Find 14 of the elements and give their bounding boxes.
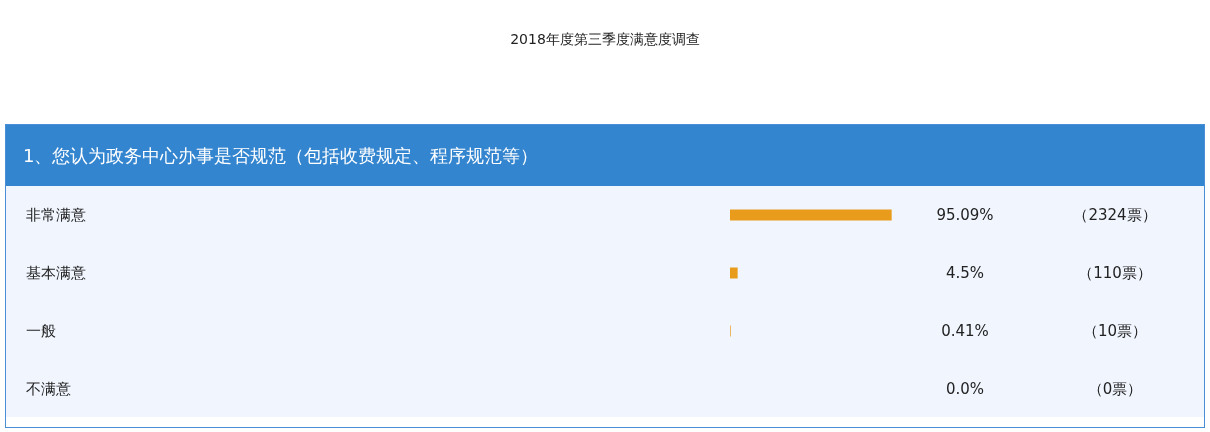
text: 1、您认为政务中心办事是否规范（包括收费规定、程序规范等）: [23, 145, 539, 167]
text: （110票）: [1078, 264, 1152, 282]
y-tick-label: 非常满意: [26, 206, 86, 224]
text: 2018年度第三季度满意度调查: [509, 30, 701, 48]
data-label: 95.09%: [936, 206, 994, 224]
data-label: 4.5%: [945, 264, 985, 282]
text: （10票）: [1082, 322, 1148, 340]
text: （0票）: [1087, 380, 1143, 398]
y-tick-label: 基本满意: [26, 264, 86, 282]
data-label: 0.0%: [945, 380, 985, 398]
y-tick-label: 不满意: [26, 380, 71, 398]
y-tick-label: 一般: [26, 322, 56, 340]
data-label: 0.41%: [941, 322, 989, 340]
text: （2324票）: [1073, 206, 1157, 224]
